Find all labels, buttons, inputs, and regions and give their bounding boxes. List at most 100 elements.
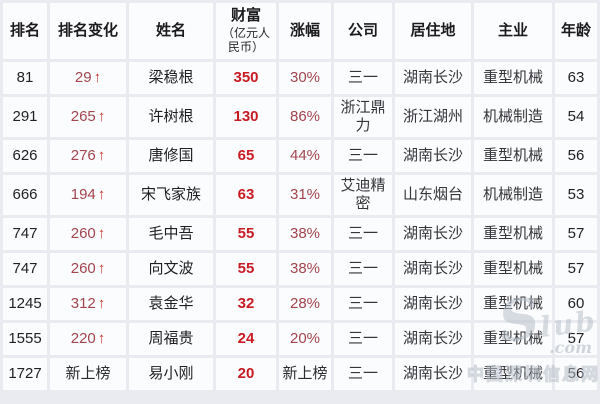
cell-rank-change: 194 ↑ [50,175,126,215]
cell-industry: 重型机械 [474,288,552,320]
cell-name: 袁金华 [129,288,213,320]
cell-name: 周福贵 [129,323,213,355]
cell-industry: 重型机械 [474,253,552,285]
rich-list-table: 排名 排名变化 姓名 财富 （亿元人民币） 涨幅 公司 居住地 主业 年龄 81… [3,3,597,390]
cell-change-pct: 44% [279,140,331,172]
up-arrow-icon: ↑ [97,225,106,242]
cell-company: 三一 [334,62,392,94]
cell-change-pct: 28% [279,288,331,320]
cell-industry: 机械制造 [474,175,552,215]
cell-wealth: 55 [216,253,276,285]
cell-industry: 重型机械 [474,323,552,355]
cell-rank-change: 260 ↑ [50,218,126,250]
cell-age: 57 [555,218,597,250]
up-arrow-icon: ↑ [97,330,106,347]
cell-residence: 湖南长沙 [395,140,471,172]
table-row: 747 260 ↑ 毛中吾 55 38% 三一 湖南长沙 重型机械 57 [3,218,597,250]
cell-company: 三一 [334,358,392,390]
up-arrow-icon: ↑ [93,69,102,86]
rank-change-value: 260 [70,260,96,277]
cell-industry: 机械制造 [474,97,552,137]
col-header-name: 姓名 [129,3,213,59]
cell-company: 三一 [334,140,392,172]
up-arrow-icon: ↑ [97,186,106,203]
cell-residence: 湖南长沙 [395,62,471,94]
cell-rank: 747 [3,253,47,285]
cell-change-pct: 新上榜 [279,358,331,390]
cell-change-pct: 86% [279,97,331,137]
cell-rank-change: 260 ↑ [50,253,126,285]
cell-rank-change: 265 ↑ [50,97,126,137]
cell-change-pct: 31% [279,175,331,215]
cell-industry: 重型机械 [474,62,552,94]
cell-wealth: 24 [216,323,276,355]
cell-residence: 湖南长沙 [395,253,471,285]
cell-residence: 湖南长沙 [395,358,471,390]
col-header-rank-change: 排名变化 [50,3,126,59]
table-row: 1245 312 ↑ 袁金华 32 28% 三一 湖南长沙 重型机械 60 [3,288,597,320]
cell-rank: 291 [3,97,47,137]
cell-age: 57 [555,323,597,355]
cell-rank: 666 [3,175,47,215]
cell-name: 向文波 [129,253,213,285]
cell-residence: 山东烟台 [395,175,471,215]
rank-change-value: 220 [70,330,96,347]
cell-company: 三一 [334,323,392,355]
cell-industry: 重型机械 [474,140,552,172]
col-header-age: 年龄 [555,3,597,59]
cell-residence: 湖南长沙 [395,323,471,355]
col-header-wealth-label: 财富 [230,7,261,25]
cell-rank-change: 新上榜 [50,358,126,390]
rank-change-value: 194 [70,186,96,203]
cell-rank: 1245 [3,288,47,320]
cell-change-pct: 30% [279,62,331,94]
cell-age: 60 [555,288,597,320]
header-row: 排名 排名变化 姓名 财富 （亿元人民币） 涨幅 公司 居住地 主业 年龄 [3,3,597,59]
cell-wealth: 130 [216,97,276,137]
cell-age: 56 [555,140,597,172]
cell-rank-change: 276 ↑ [50,140,126,172]
cell-rank-change: 220 ↑ [50,323,126,355]
col-header-wealth-unit: （亿元人民币） [221,25,270,55]
cell-change-pct: 38% [279,218,331,250]
cell-rank: 747 [3,218,47,250]
cell-rank: 1555 [3,323,47,355]
table-row: 666 194 ↑ 宋飞家族 63 31% 艾迪精密 山东烟台 机械制造 53 [3,175,597,215]
col-header-company: 公司 [334,3,392,59]
cell-change-pct: 20% [279,323,331,355]
cell-name: 唐修国 [129,140,213,172]
cell-wealth: 55 [216,218,276,250]
cell-residence: 湖南长沙 [395,288,471,320]
table-row: 1727 新上榜 易小刚 20 新上榜 三一 湖南长沙 重型机械 56 [3,358,597,390]
cell-company: 三一 [334,253,392,285]
cell-age: 63 [555,62,597,94]
table-row: 81 29 ↑ 梁稳根 350 30% 三一 湖南长沙 重型机械 63 [3,62,597,94]
rank-change-value: 29 [74,69,92,86]
cell-industry: 重型机械 [474,358,552,390]
cell-age: 57 [555,253,597,285]
up-arrow-icon: ↑ [97,147,106,164]
cell-age: 56 [555,358,597,390]
up-arrow-icon: ↑ [97,295,106,312]
rank-change-value: 276 [70,147,96,164]
table-body: 81 29 ↑ 梁稳根 350 30% 三一 湖南长沙 重型机械 63 291 2… [3,62,597,390]
cell-wealth: 32 [216,288,276,320]
cell-wealth: 20 [216,358,276,390]
rank-change-value: 312 [70,295,96,312]
cell-rank: 626 [3,140,47,172]
rank-change-value: 新上榜 [65,365,111,382]
up-arrow-icon: ↑ [97,108,106,125]
cell-residence: 浙江湖州 [395,97,471,137]
table-row: 1555 220 ↑ 周福贵 24 20% 三一 湖南长沙 重型机械 57 [3,323,597,355]
cell-rank-change: 312 ↑ [50,288,126,320]
cell-name: 易小刚 [129,358,213,390]
cell-company: 三一 [334,218,392,250]
cell-age: 54 [555,97,597,137]
cell-industry: 重型机械 [474,218,552,250]
cell-company: 艾迪精密 [334,175,392,215]
cell-wealth: 65 [216,140,276,172]
cell-residence: 湖南长沙 [395,218,471,250]
up-arrow-icon: ↑ [97,260,106,277]
col-header-industry: 主业 [474,3,552,59]
